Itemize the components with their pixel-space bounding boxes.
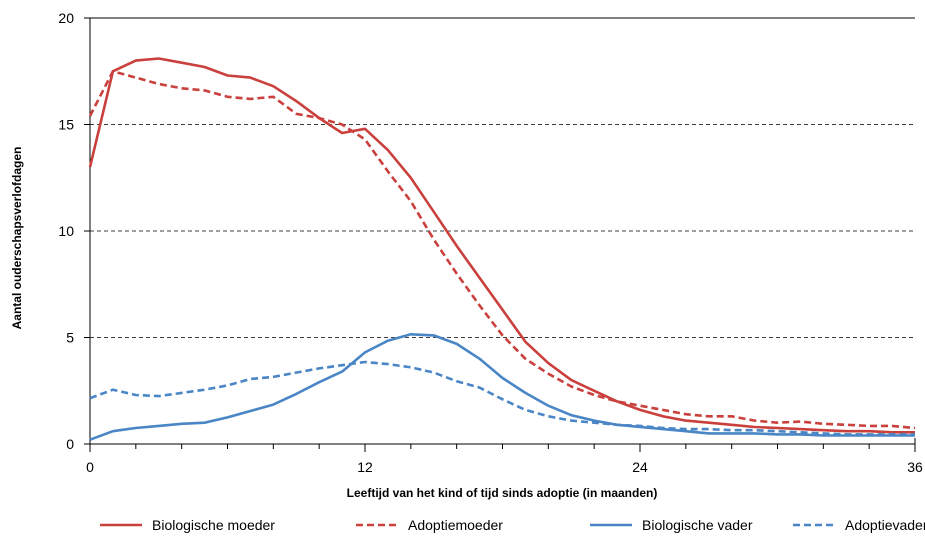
x-axis-title: Leeftijd van het kind of tijd sinds adop… xyxy=(347,486,658,500)
x-ticks: 0 12 24 36 xyxy=(86,438,923,475)
x-tick-label: 24 xyxy=(632,459,648,475)
x-tick-label: 36 xyxy=(907,459,923,475)
y-tick-label: 20 xyxy=(58,10,74,26)
y-axis-title: Aantal ouderschapsverlofdagen xyxy=(10,147,24,330)
gridlines xyxy=(90,17,915,338)
x-tick-label: 12 xyxy=(357,459,373,475)
series-line-2 xyxy=(88,70,916,430)
y-tick-label: 15 xyxy=(58,117,74,133)
series-lines xyxy=(88,57,916,441)
legend-label: Biologische moeder xyxy=(152,517,275,533)
y-ticks: 0 5 10 15 20 xyxy=(58,10,90,452)
y-tick-label: 10 xyxy=(58,223,74,239)
series-line-1 xyxy=(88,57,915,434)
y-tick-label: 0 xyxy=(66,436,74,452)
legend-label: Biologische vader xyxy=(642,517,753,533)
series-line-4 xyxy=(89,360,915,436)
y-tick-label: 5 xyxy=(66,330,74,346)
series-line-3 xyxy=(89,332,915,441)
legend-label: Adoptievader xyxy=(845,517,925,533)
legend-label: Adoptiemoeder xyxy=(408,517,503,533)
legend: Biologische moeder Adoptiemoeder Biologisc… xyxy=(100,517,925,533)
x-tick-label: 0 xyxy=(86,459,94,475)
